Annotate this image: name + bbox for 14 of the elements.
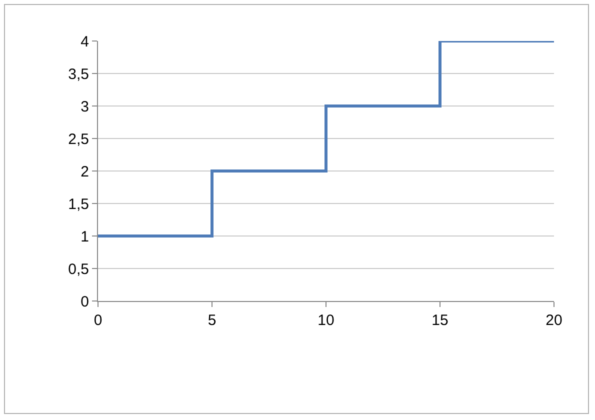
x-tick-label: 15 — [432, 312, 448, 329]
y-tick-label: 2,5 — [68, 130, 89, 148]
x-tick-label: 10 — [318, 312, 334, 329]
y-tick-label: 4 — [80, 33, 89, 50]
x-tick-label: 0 — [94, 312, 102, 329]
y-tick-label: 0 — [80, 293, 89, 310]
y-tick-label: 3 — [80, 98, 89, 116]
y-tick-label: 2 — [80, 163, 89, 180]
x-tick-label: 5 — [208, 312, 216, 329]
y-tick-label: 3,5 — [68, 66, 89, 83]
x-tick-label: 20 — [546, 312, 562, 329]
y-tick-label: 1 — [80, 228, 89, 246]
y-tick-label: 0,5 — [68, 260, 89, 278]
y-tick-label: 1,5 — [68, 196, 89, 213]
